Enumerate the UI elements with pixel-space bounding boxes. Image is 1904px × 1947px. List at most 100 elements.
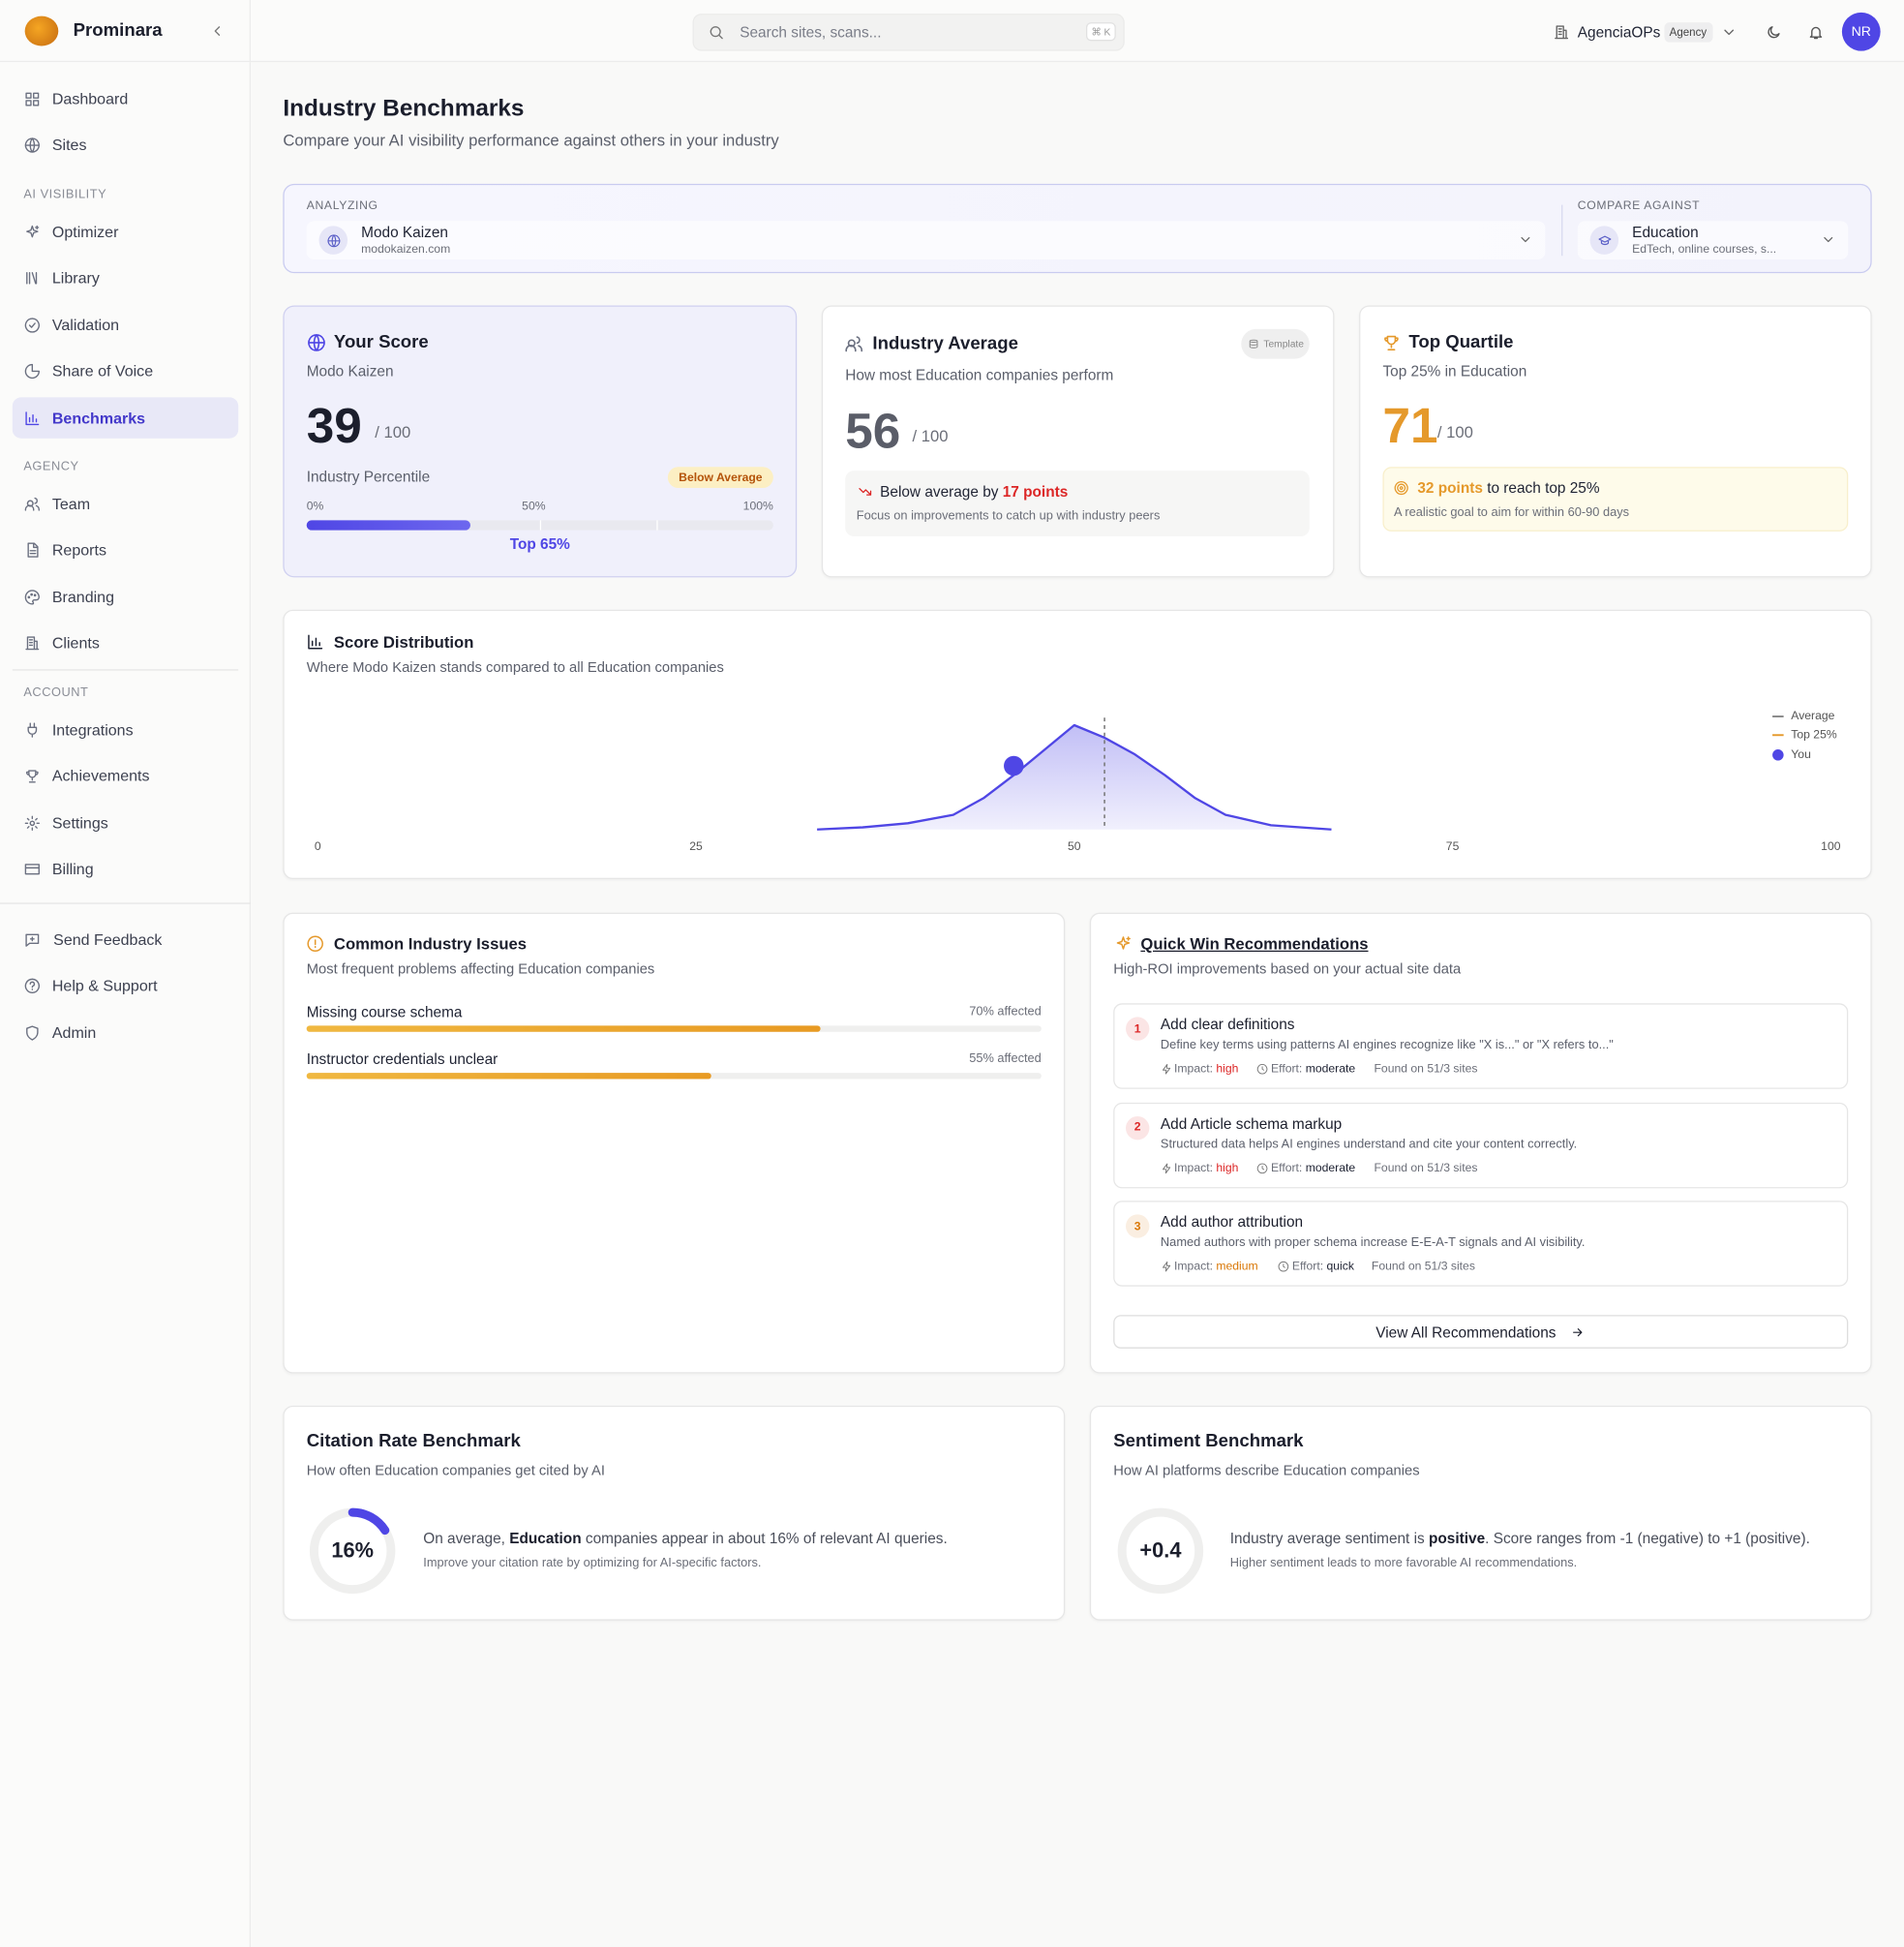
icon-path [1521,236,1530,243]
icon [1163,1162,1171,1173]
issue-share: 55% affected [969,1051,1042,1067]
icon-path [1163,1162,1171,1173]
score-value: 39 [306,399,362,454]
percentile-tick-label: 50% [522,500,546,514]
icon-path [27,543,39,559]
gap-points: 17 points [1002,482,1069,501]
nav-item: Achievements [51,768,150,786]
recommendation-meta: Impact: medium [1174,1260,1258,1273]
icon-path [26,225,40,238]
icon [214,26,221,36]
view-all-button[interactable] [1113,1315,1849,1349]
ring-value [309,1507,396,1595]
recommendation-description: Define key terms using patterns AI engin… [1160,1038,1614,1052]
score-scale: / 100 [912,426,949,445]
avatar[interactable] [1841,12,1881,51]
gauge-label: +0.4 [1139,1538,1182,1563]
icon-path [24,589,40,605]
effort-value: moderate [1305,1062,1356,1077]
recommendation-meta: Effort: moderate [1271,1062,1355,1076]
site-select[interactable] [306,221,1546,260]
icon [25,411,40,425]
icon-path [214,26,221,36]
view-all-label: View All Recommendations [1375,1323,1556,1342]
icon-path [1809,26,1823,40]
icon [25,92,40,106]
sidebar-divider [12,669,239,671]
icon [1116,936,1131,950]
card-title: Quick Win Recommendations [1140,934,1369,954]
recommendation-number-bg [1126,1115,1150,1140]
card-subtitle: Modo Kaizen [306,362,394,380]
icon-path [1597,234,1611,245]
icon [1256,1162,1268,1173]
sentiment-card [1089,1405,1872,1621]
effort-label: Effort: [1271,1062,1303,1077]
industry-select[interactable] [1577,221,1849,260]
icon-path [1394,480,1408,496]
goal-points: 32 points [1417,479,1483,498]
industry-name: Education [1632,223,1699,241]
gap-note [845,471,1310,537]
nav-heading: AI VISIBILITY [23,188,107,202]
status-badge [667,467,773,489]
icon [24,589,40,605]
summary-detail: Improve your citation rate by optimizing… [423,1556,762,1570]
template-badge [1241,328,1310,359]
impact-label: Impact: [1174,1161,1213,1175]
nav-item: Send Feedback [53,930,163,949]
percentile-track-divider [656,520,658,531]
x-tick-label: 75 [1446,839,1460,853]
icon [24,864,40,875]
recommendation-title: Add author attribution [1160,1213,1304,1231]
page-subtitle: Compare your AI visibility performance a… [283,131,779,150]
icon-path [1768,26,1780,39]
top-quartile-card [1359,305,1872,578]
icon [24,364,40,380]
icon-path [24,364,40,380]
card-title: Common Industry Issues [333,934,528,954]
recommendation-number-bg [1126,1214,1150,1238]
percentile-track-divider [539,520,542,531]
status-badge-text: Below Average [679,471,763,485]
card-subtitle: Where Modo Kaizen stands compared to all… [306,660,724,676]
summary-emphasis: positive [1429,1530,1486,1548]
summary-text: companies appear in about 16% of relevan… [585,1530,948,1548]
you-marker [1004,755,1024,776]
icon [1521,236,1530,243]
search-box[interactable] [692,14,1125,51]
icon-path [308,634,323,650]
icon-path [25,770,39,784]
icon-path [24,864,40,875]
percentile-rank: Top 65% [509,534,570,553]
icon-path [1163,1261,1171,1272]
x-tick-label: 25 [689,839,703,853]
issue-name: Instructor credentials unclear [306,1050,499,1068]
sidebar-divider [0,902,252,904]
icon [1824,236,1833,243]
ring-gauge [309,1507,396,1595]
card-title: Sentiment Benchmark [1113,1431,1304,1452]
card-subtitle: High-ROI improvements based on your actu… [1113,961,1462,978]
icon-path [1249,339,1258,349]
percentile-tick-label: 100% [742,500,773,514]
icon [710,26,723,40]
card-title: Your Score [333,332,429,353]
score-value: 71 [1382,399,1438,454]
nav-item: Team [51,495,91,513]
recommendation-found: Found on 51/3 sites [1374,1161,1478,1175]
recommendation-meta: Effort: moderate [1271,1161,1355,1174]
issues-card [283,912,1066,1374]
icon [24,815,40,831]
gap-text: Below average by 17 points [880,483,1068,501]
your-score-card [283,305,798,578]
selector-label: ANALYZING [306,198,378,213]
template-badge-text: Template [1263,338,1304,350]
icon [1597,234,1611,245]
card-subtitle: How AI platforms describe Education comp… [1113,1464,1420,1479]
nav-item: Branding [51,588,115,606]
icon [27,543,39,559]
distribution-area [817,724,1332,830]
